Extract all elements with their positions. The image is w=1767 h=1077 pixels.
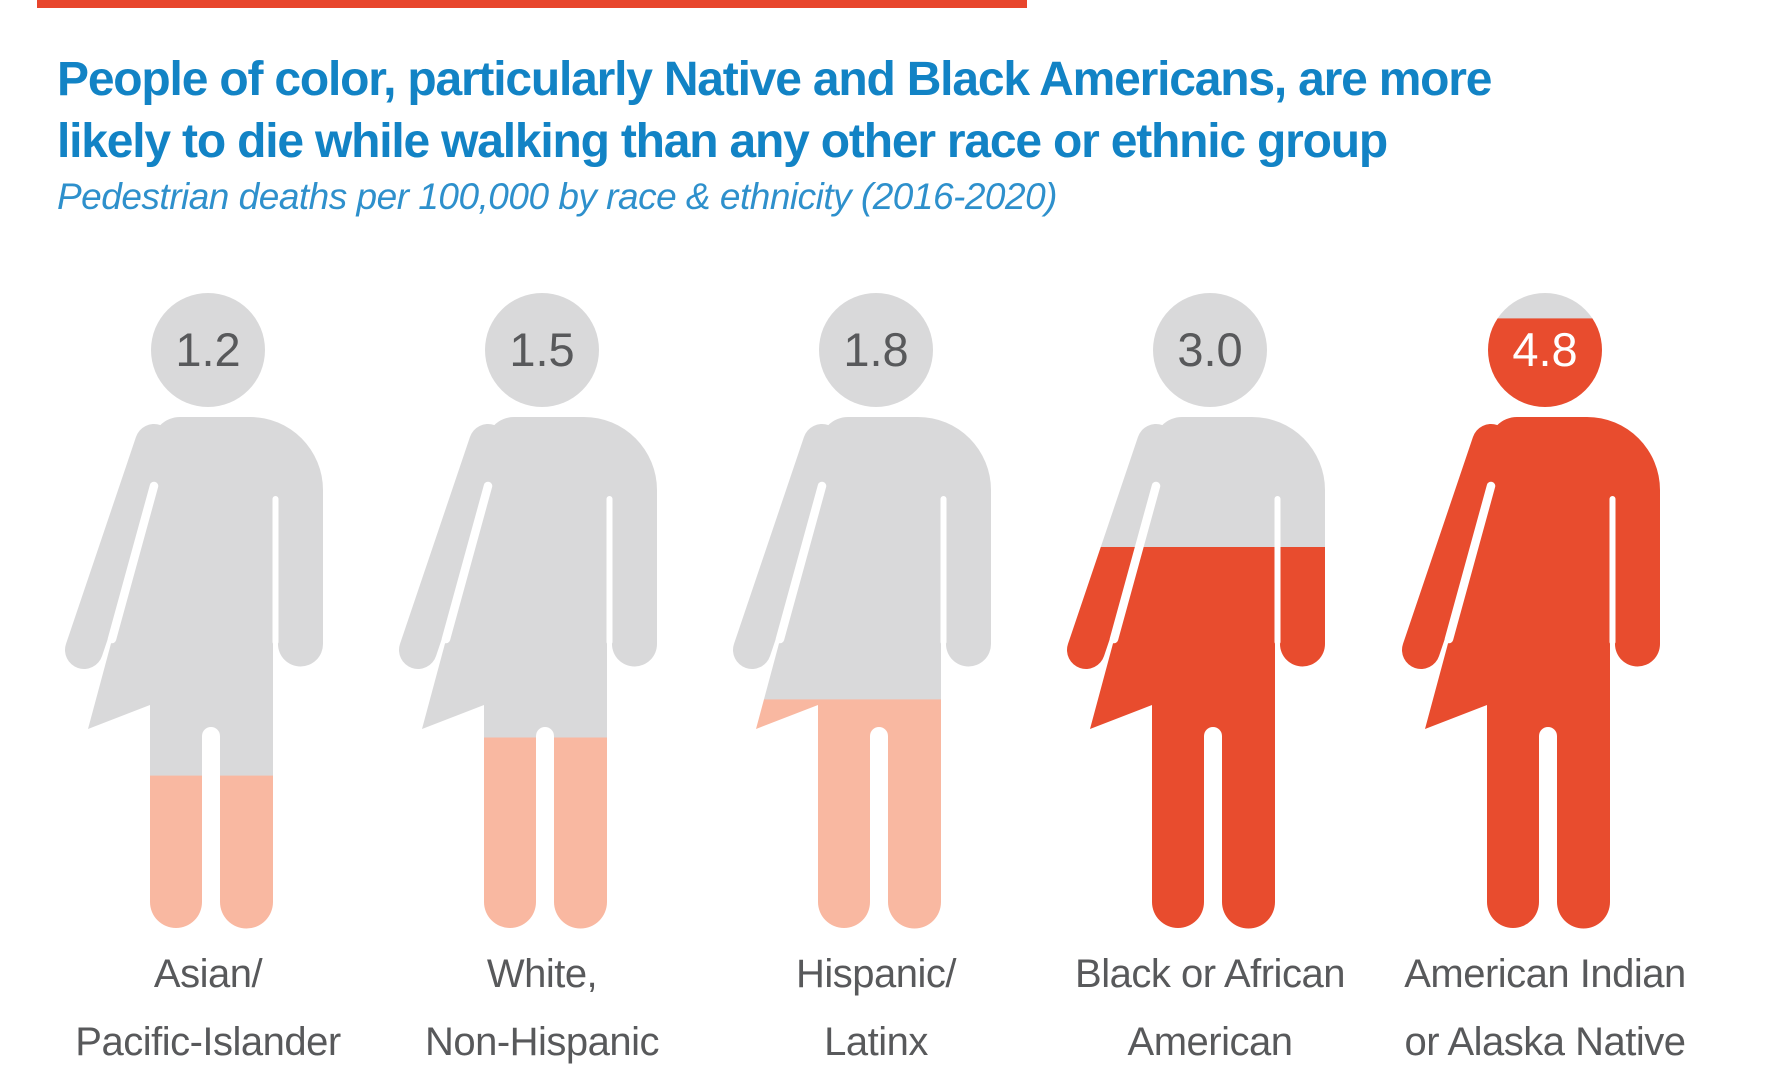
chart-subtitle: Pedestrian deaths per 100,000 by race & … [57,176,1058,217]
category-label-hispanic-latinx: Hispanic/ Latinx [795,952,957,1064]
category-label-american-indian-alaska-native: American Indian or Alaska Native [1404,952,1686,1064]
value-label: 1.5 [509,323,574,376]
chart-title: People of color, particularly Native and… [57,49,1492,173]
person-silhouette-icon [726,293,1006,934]
chart-title-line2: likely to die while walking than any oth… [57,115,1388,168]
person-silhouette-icon [1395,293,1675,934]
category-label-white-non-hispanic: White, Non-Hispanic [424,952,660,1064]
category-label-asian-pacific-islander: Asian/ Pacific-Islander [75,952,341,1064]
fill-level [1060,547,1340,934]
value-label: 1.2 [175,323,240,376]
category-label-black-or-african-american: Black or African American [1075,952,1345,1064]
value-label: 4.8 [1512,323,1577,376]
pictogram-white-non-hispanic: 1.5 [392,293,672,934]
fill-level [392,737,672,934]
person-silhouette-icon [392,293,672,934]
fill-level [726,699,1006,934]
accent-bar [37,0,1027,8]
person-silhouette-icon [58,293,338,934]
fill-level [58,775,338,934]
person-silhouette-icon [1060,293,1340,934]
pictogram-hispanic-latinx: 1.8 [726,293,1006,934]
pictogram-asian-pacific-islander: 1.2 [58,293,338,934]
chart-title-line1: People of color, particularly Native and… [57,53,1492,106]
value-label: 3.0 [1177,323,1242,376]
pictogram-black-or-african-american: 3.0 [1060,293,1340,934]
pictogram-american-indian-alaska-native: 4.8 [1395,293,1675,934]
fill-level [1395,318,1675,934]
value-label: 1.8 [843,323,908,376]
